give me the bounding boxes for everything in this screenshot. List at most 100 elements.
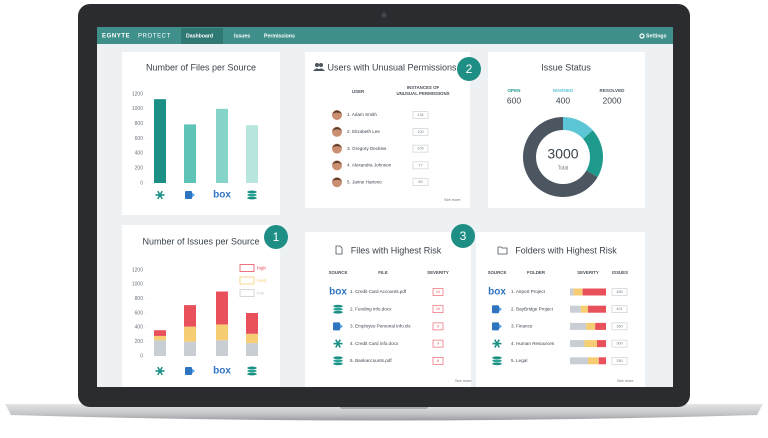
folder-name: 3. Finance: [511, 324, 533, 329]
count-box: [412, 128, 429, 136]
severity-segment: [570, 357, 588, 365]
source-icon: [491, 355, 503, 360]
status-label: OPEN: [507, 88, 521, 93]
y-tick-label: 600: [135, 310, 144, 316]
count-box: [412, 144, 429, 153]
column-header: FILE: [378, 270, 388, 275]
donut-total-label: Total: [558, 165, 569, 171]
column-header: SOURCE: [488, 270, 507, 275]
y-tick-label: 200: [135, 165, 144, 171]
source-icon: [491, 358, 503, 363]
source-icon: [332, 355, 344, 360]
legend-swatch: [239, 289, 255, 297]
y-tick-label: 0: [140, 353, 143, 359]
source-icon: [335, 339, 341, 348]
settings-icon[interactable]: [639, 33, 645, 39]
file-icon: [335, 245, 343, 255]
severity-score: 9: [437, 342, 439, 346]
see-more-link[interactable]: See more: [444, 198, 460, 202]
see-more-link[interactable]: See more: [617, 379, 633, 383]
users-icon: [313, 63, 325, 71]
bar-segment: [154, 335, 166, 341]
issue-count: 300: [616, 342, 622, 346]
active-tab-background: [181, 28, 223, 44]
source-icon: [157, 190, 163, 200]
bar-segment: [216, 324, 228, 341]
source-icon: [494, 339, 500, 348]
see-more-link[interactable]: See more: [455, 379, 471, 383]
user-name: 2. Elizabeth Lee: [347, 129, 380, 134]
panel: [305, 52, 470, 208]
bar-segment: [216, 291, 228, 325]
column-header-wrap: INSTANCES OF UNUSUAL PERMISSIONS: [396, 85, 449, 96]
user-name: 3. Gregory Deckles: [347, 146, 387, 151]
source-icon: [246, 369, 258, 373]
panel-title: Number of Files per Source: [146, 62, 256, 72]
severity-score: 10: [436, 307, 440, 311]
bar-segment: [216, 340, 228, 356]
severity-score: 9: [437, 324, 439, 328]
source-icon: [246, 193, 258, 197]
badge-number: 1: [273, 230, 280, 244]
panel: [122, 225, 280, 387]
panel-title: Users with Unusual Permissions: [327, 62, 457, 72]
folder-name: 1. Airport Project: [511, 289, 546, 294]
camera: [381, 12, 387, 18]
column-header: SEVERITY: [427, 270, 449, 275]
source-label: box: [213, 190, 231, 201]
count-box: [611, 288, 628, 296]
legend-swatch: [239, 276, 255, 285]
count-box: [611, 339, 628, 348]
y-tick-label: 1000: [132, 282, 143, 288]
permission-count: 120: [417, 130, 423, 134]
issue-count: 401: [616, 307, 622, 311]
legend-label: low: [257, 290, 265, 296]
y-tick-label: 200: [135, 339, 144, 345]
panel: [305, 232, 471, 387]
bar-segment: [246, 313, 258, 334]
source-icon: [246, 196, 258, 200]
y-tick-label: 800: [135, 296, 144, 302]
severity-box: [432, 322, 444, 331]
column-header: FOLDER: [527, 270, 546, 275]
donut-segment: [523, 117, 598, 197]
logo-brand: EGNYTE: [102, 34, 130, 40]
source-icon: [185, 367, 192, 375]
y-tick-label: 800: [135, 121, 144, 127]
severity-box: [432, 305, 444, 314]
severity-score: 8: [437, 359, 439, 363]
nav-tab[interactable]: Issues: [234, 33, 250, 39]
donut-segment: [583, 130, 603, 177]
severity-segment: [570, 305, 581, 313]
count-box: [611, 305, 628, 313]
file-name: 2. Funding info.docx: [350, 306, 392, 311]
status-value: 400: [556, 95, 570, 105]
user-name: 1. Adam Smith: [347, 112, 377, 117]
bar-segment: [246, 343, 258, 356]
settings-link[interactable]: Settings: [646, 33, 667, 39]
folder-name: 5. Legal: [511, 358, 527, 363]
badge: 3: [451, 224, 475, 248]
source-icon: [246, 372, 258, 376]
issue-count: 250: [616, 359, 622, 363]
nav-tab[interactable]: Permissions: [264, 33, 295, 39]
source-icon: [340, 323, 343, 329]
avatar-hair: [332, 127, 342, 131]
count-box: [412, 178, 429, 186]
badge: 1: [264, 225, 288, 249]
source-icon: [499, 306, 502, 312]
column-header: SOURCE: [329, 270, 348, 275]
severity-segment: [595, 322, 606, 330]
count-box: [611, 322, 628, 331]
severity-segment: [570, 340, 585, 348]
severity-segment: [584, 340, 597, 348]
y-tick-label: 1200: [132, 91, 143, 97]
avatar-hair: [332, 144, 342, 148]
user-name: 5. Jaime Hariono: [347, 179, 382, 184]
screen: EGNYTE PROTECT Dashboard Issues Permissi…: [97, 27, 673, 387]
column-header: USER: [352, 89, 365, 94]
source-icon: [332, 310, 344, 315]
nav-tab[interactable]: Dashboard: [186, 33, 213, 39]
count-box: [412, 111, 429, 119]
